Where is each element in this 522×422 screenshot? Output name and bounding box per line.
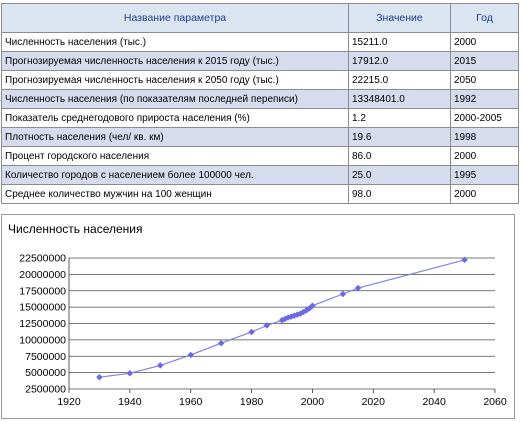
data-point [339,290,347,298]
data-point [96,373,103,381]
table-row: Численность населения (тыс.) 15211.0 2000 [1,32,519,52]
data-point [461,256,468,264]
param-cell: Количество городов с населением более 10… [1,165,349,185]
year-cell: 1992 [450,89,519,109]
value-cell: 98.0 [348,184,451,204]
y-tick-label: 10000000 [19,334,66,346]
value-cell: 22215.0 [348,70,451,90]
year-cell: 2000 [450,184,519,204]
y-tick-label: 12500000 [19,318,66,330]
parameters-table: Название параметра Значение Год Численно… [1,3,519,204]
data-point [156,362,164,369]
param-cell: Прогнозируемая численность населения к 2… [1,51,349,71]
table-row: Плотность населения (чел/ кв. км) 19.6 199… [1,127,519,147]
data-point [187,351,195,359]
chart-canvas: 2500000 5000000 7500000 10000000 12500000 150… [19,253,507,409]
x-tick-label: 2060 [483,396,507,408]
value-cell: 13348401.0 [348,89,451,109]
value-cell: 86.0 [348,146,451,166]
year-cell: 2000 [450,146,519,166]
table-row: Количество городов с населением более 10… [1,165,519,185]
year-cell: 2015 [450,51,519,71]
table-body: Численность населения (тыс.) 15211.0 2000 П… [1,32,519,204]
header-year[interactable]: Год [450,3,519,33]
param-cell: Процент городского населения [1,146,349,166]
year-cell: 2000-2005 [450,108,519,128]
y-tick-label: 22500000 [19,253,66,265]
table-row: Показатель среднегодового прироста насел… [1,108,519,128]
param-cell: Прогнозируемая численность населения к 2… [1,70,349,90]
table-row: Прогнозируемая численность населения к 2… [1,51,519,71]
value-cell: 25.0 [348,165,451,185]
value-cell: 17912.0 [348,51,451,71]
value-cell: 1.2 [348,108,451,128]
y-tick-label: 15000000 [19,302,66,314]
value-cell: 15211.0 [348,32,451,52]
y-tick-label: 20000000 [19,269,66,281]
x-tick-label: 2020 [362,396,386,408]
value-cell: 19.6 [348,127,451,147]
data-point [354,284,362,292]
data-point [248,328,255,336]
table-row: Прогнозируемая численность населения к 2… [1,70,519,90]
param-cell: Среднее количество мужчин на 100 женщин [1,184,349,204]
x-tick-label: 1960 [179,396,203,408]
chart-title: Численность населения [8,222,143,236]
y-tick-label: 5000000 [25,367,66,379]
x-tick-label: 2000 [301,396,325,408]
population-chart: 2500000 5000000 7500000 10000000 12500000 150… [1,214,515,419]
param-cell: Показатель среднегодового прироста насел… [1,108,349,128]
year-cell: 2050 [450,70,519,90]
data-point [217,339,225,347]
x-tick-label: 1980 [240,396,264,408]
table-header-row: Название параметра Значение Год [1,3,519,33]
param-cell: Численность населения (по показателям по… [1,89,349,109]
table-row: Численность населения (по показателям по… [1,89,519,109]
x-tick-label: 1940 [118,396,142,408]
header-value[interactable]: Значение [348,3,451,33]
param-cell: Плотность населения (чел/ кв. км) [1,127,349,147]
table-row: Среднее количество мужчин на 100 женщин 9… [1,184,519,204]
y-tick-label: 7500000 [25,351,66,363]
data-point [263,322,271,329]
x-tick-label: 1920 [57,396,81,408]
param-cell: Численность населения (тыс.) [1,32,349,52]
header-param[interactable]: Название параметра [1,3,349,33]
y-tick-label: 2500000 [25,384,66,396]
data-point [126,369,134,377]
x-tick-label: 2040 [422,396,446,408]
y-tick-label: 17500000 [19,285,66,297]
year-cell: 2000 [450,32,519,52]
year-cell: 1995 [450,165,519,185]
table-row: Процент городского населения 86.0 2000 [1,146,519,166]
year-cell: 1998 [450,127,519,147]
data-point [309,302,316,310]
